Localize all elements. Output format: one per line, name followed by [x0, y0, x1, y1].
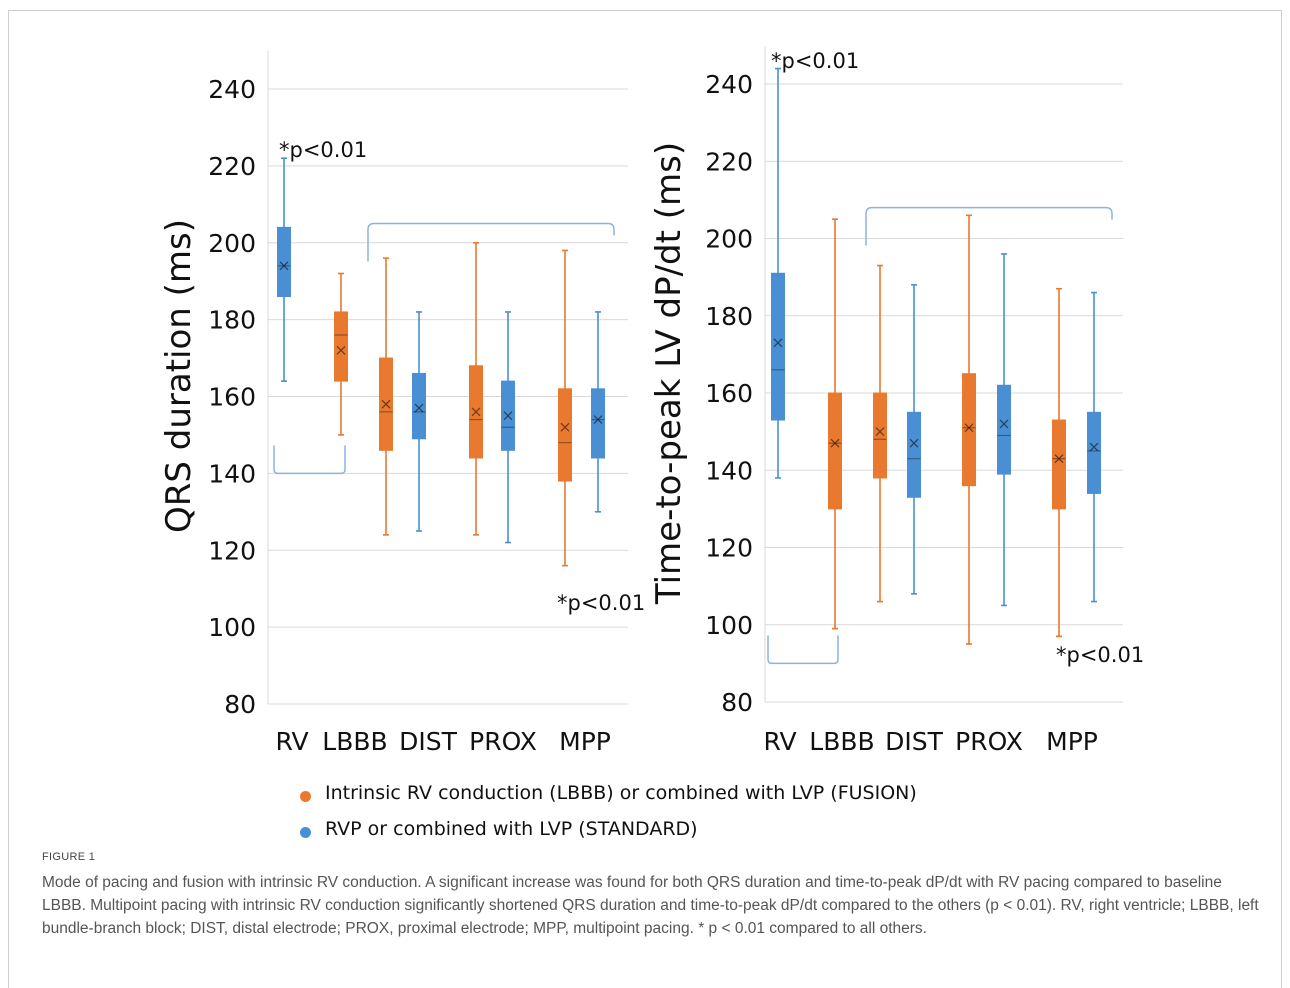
box-iqr — [1052, 419, 1066, 510]
x-tick-label: LBBB — [322, 727, 387, 756]
box-dist-fusion — [873, 264, 887, 603]
significance-bracket — [367, 222, 615, 262]
box-prox-standard — [997, 253, 1011, 607]
x-tick-label: PROX — [955, 727, 1023, 756]
mean-marker — [999, 419, 1009, 429]
legend-label-standard: RVP or combined with LVP (STANDARD) — [325, 818, 698, 840]
y-tick-label: 180 — [705, 302, 753, 331]
significance-annotation: *p<0.01 — [771, 49, 859, 73]
x-tick-label: PROX — [469, 727, 537, 756]
y-tick-label: 160 — [208, 383, 256, 412]
box-mpp-fusion — [1052, 287, 1066, 638]
y-tick-label: 100 — [705, 611, 753, 640]
y-tick-label: 140 — [208, 459, 256, 488]
legend-item-fusion: Intrinsic RV conduction (LBBB) or combin… — [300, 775, 917, 811]
y-tick-label: 80 — [224, 690, 256, 719]
x-tick-label: MPP — [559, 727, 611, 756]
y-tick-label: 240 — [705, 70, 753, 99]
mean-marker — [964, 423, 974, 433]
box-rv-standard — [277, 157, 291, 382]
mean-marker — [1054, 454, 1064, 464]
y-tick-label: 80 — [721, 688, 753, 717]
mean-marker — [875, 427, 885, 437]
box-iqr — [873, 392, 887, 479]
box-lbbb-fusion — [828, 218, 842, 630]
box-mpp-standard — [591, 311, 605, 513]
y-tick-label: 240 — [208, 75, 256, 104]
x-tick-label: DIST — [885, 727, 943, 756]
y-tick-label: 200 — [208, 229, 256, 258]
box-iqr — [1087, 411, 1101, 494]
box-mpp-standard — [1087, 291, 1101, 603]
y-tick-label: 120 — [208, 536, 256, 565]
significance-bracket — [865, 206, 1113, 246]
box-dist-standard — [412, 311, 426, 532]
box-iqr — [412, 372, 426, 440]
significance-annotation: *p<0.01 — [557, 591, 645, 615]
y-tick-label: 120 — [705, 534, 753, 563]
box-mpp-fusion — [558, 249, 572, 567]
legend-item-standard: RVP or combined with LVP (STANDARD) — [300, 811, 917, 847]
legend: Intrinsic RV conduction (LBBB) or combin… — [300, 775, 917, 847]
y-tick-label: 100 — [208, 613, 256, 642]
box-rv-standard — [771, 67, 785, 479]
y-tick-label: 220 — [705, 147, 753, 176]
legend-swatch-standard — [300, 826, 311, 838]
mean-marker — [279, 261, 289, 271]
significance-bracket — [273, 445, 346, 475]
y-axis-title: Time-to-peak LV dP/dt (ms) — [649, 142, 689, 605]
box-iqr — [591, 388, 605, 459]
mean-marker — [503, 411, 513, 421]
box-prox-fusion — [469, 241, 483, 536]
box-iqr — [277, 226, 291, 298]
x-tick-label: RV — [763, 727, 796, 756]
box-plot-figure: 80 100 120 140 160 180 200 220 240 QRS duration (… — [159, 46, 1144, 756]
y-tick-label: 200 — [705, 225, 753, 254]
mean-marker — [830, 438, 840, 448]
box-iqr — [828, 392, 842, 510]
figure-frame — [8, 10, 1282, 988]
x-tick-label: RV — [275, 727, 308, 756]
box-iqr — [771, 272, 785, 421]
mean-marker — [1089, 442, 1099, 452]
legend-swatch-fusion — [300, 790, 311, 802]
x-tick-label: DIST — [399, 727, 457, 756]
box-iqr — [558, 388, 572, 482]
box-prox-fusion — [962, 214, 976, 645]
y-axis-title: QRS duration (ms) — [159, 219, 199, 533]
figure-label: FIGURE 1 — [42, 851, 96, 863]
box-lbbb-fusion — [334, 272, 348, 436]
mean-marker — [773, 338, 783, 348]
box-dist-fusion — [379, 257, 393, 536]
y-tick-label: 220 — [208, 152, 256, 181]
mean-marker — [414, 403, 424, 413]
box-iqr — [907, 411, 921, 498]
chart-panel-2: 80 100 120 140 160 180 200 220 240 Time-to-peak L… — [649, 46, 1144, 756]
y-tick-label: 180 — [208, 306, 256, 335]
box-dist-standard — [907, 284, 921, 595]
box-iqr — [997, 384, 1011, 475]
mean-marker — [560, 422, 570, 432]
mean-marker — [471, 407, 481, 417]
y-tick-label: 160 — [705, 379, 753, 408]
x-tick-label: MPP — [1046, 727, 1098, 756]
mean-marker — [336, 345, 346, 355]
mean-marker — [381, 399, 391, 409]
figure-caption: Mode of pacing and fusion with intrinsic… — [42, 874, 1259, 937]
box-iqr — [962, 373, 976, 487]
significance-annotation: *p<0.01 — [1056, 643, 1144, 667]
chart-panel-1: 80 100 120 140 160 180 200 220 240 QRS duration (… — [159, 51, 645, 756]
mean-marker — [909, 438, 919, 448]
box-prox-standard — [501, 311, 515, 544]
significance-bracket — [767, 635, 839, 665]
legend-label-fusion: Intrinsic RV conduction (LBBB) or combin… — [325, 782, 917, 804]
x-tick-label: LBBB — [809, 727, 874, 756]
y-tick-label: 140 — [705, 456, 753, 485]
box-iqr — [334, 311, 348, 382]
significance-annotation: *p<0.01 — [279, 138, 367, 162]
mean-marker — [593, 415, 603, 424]
